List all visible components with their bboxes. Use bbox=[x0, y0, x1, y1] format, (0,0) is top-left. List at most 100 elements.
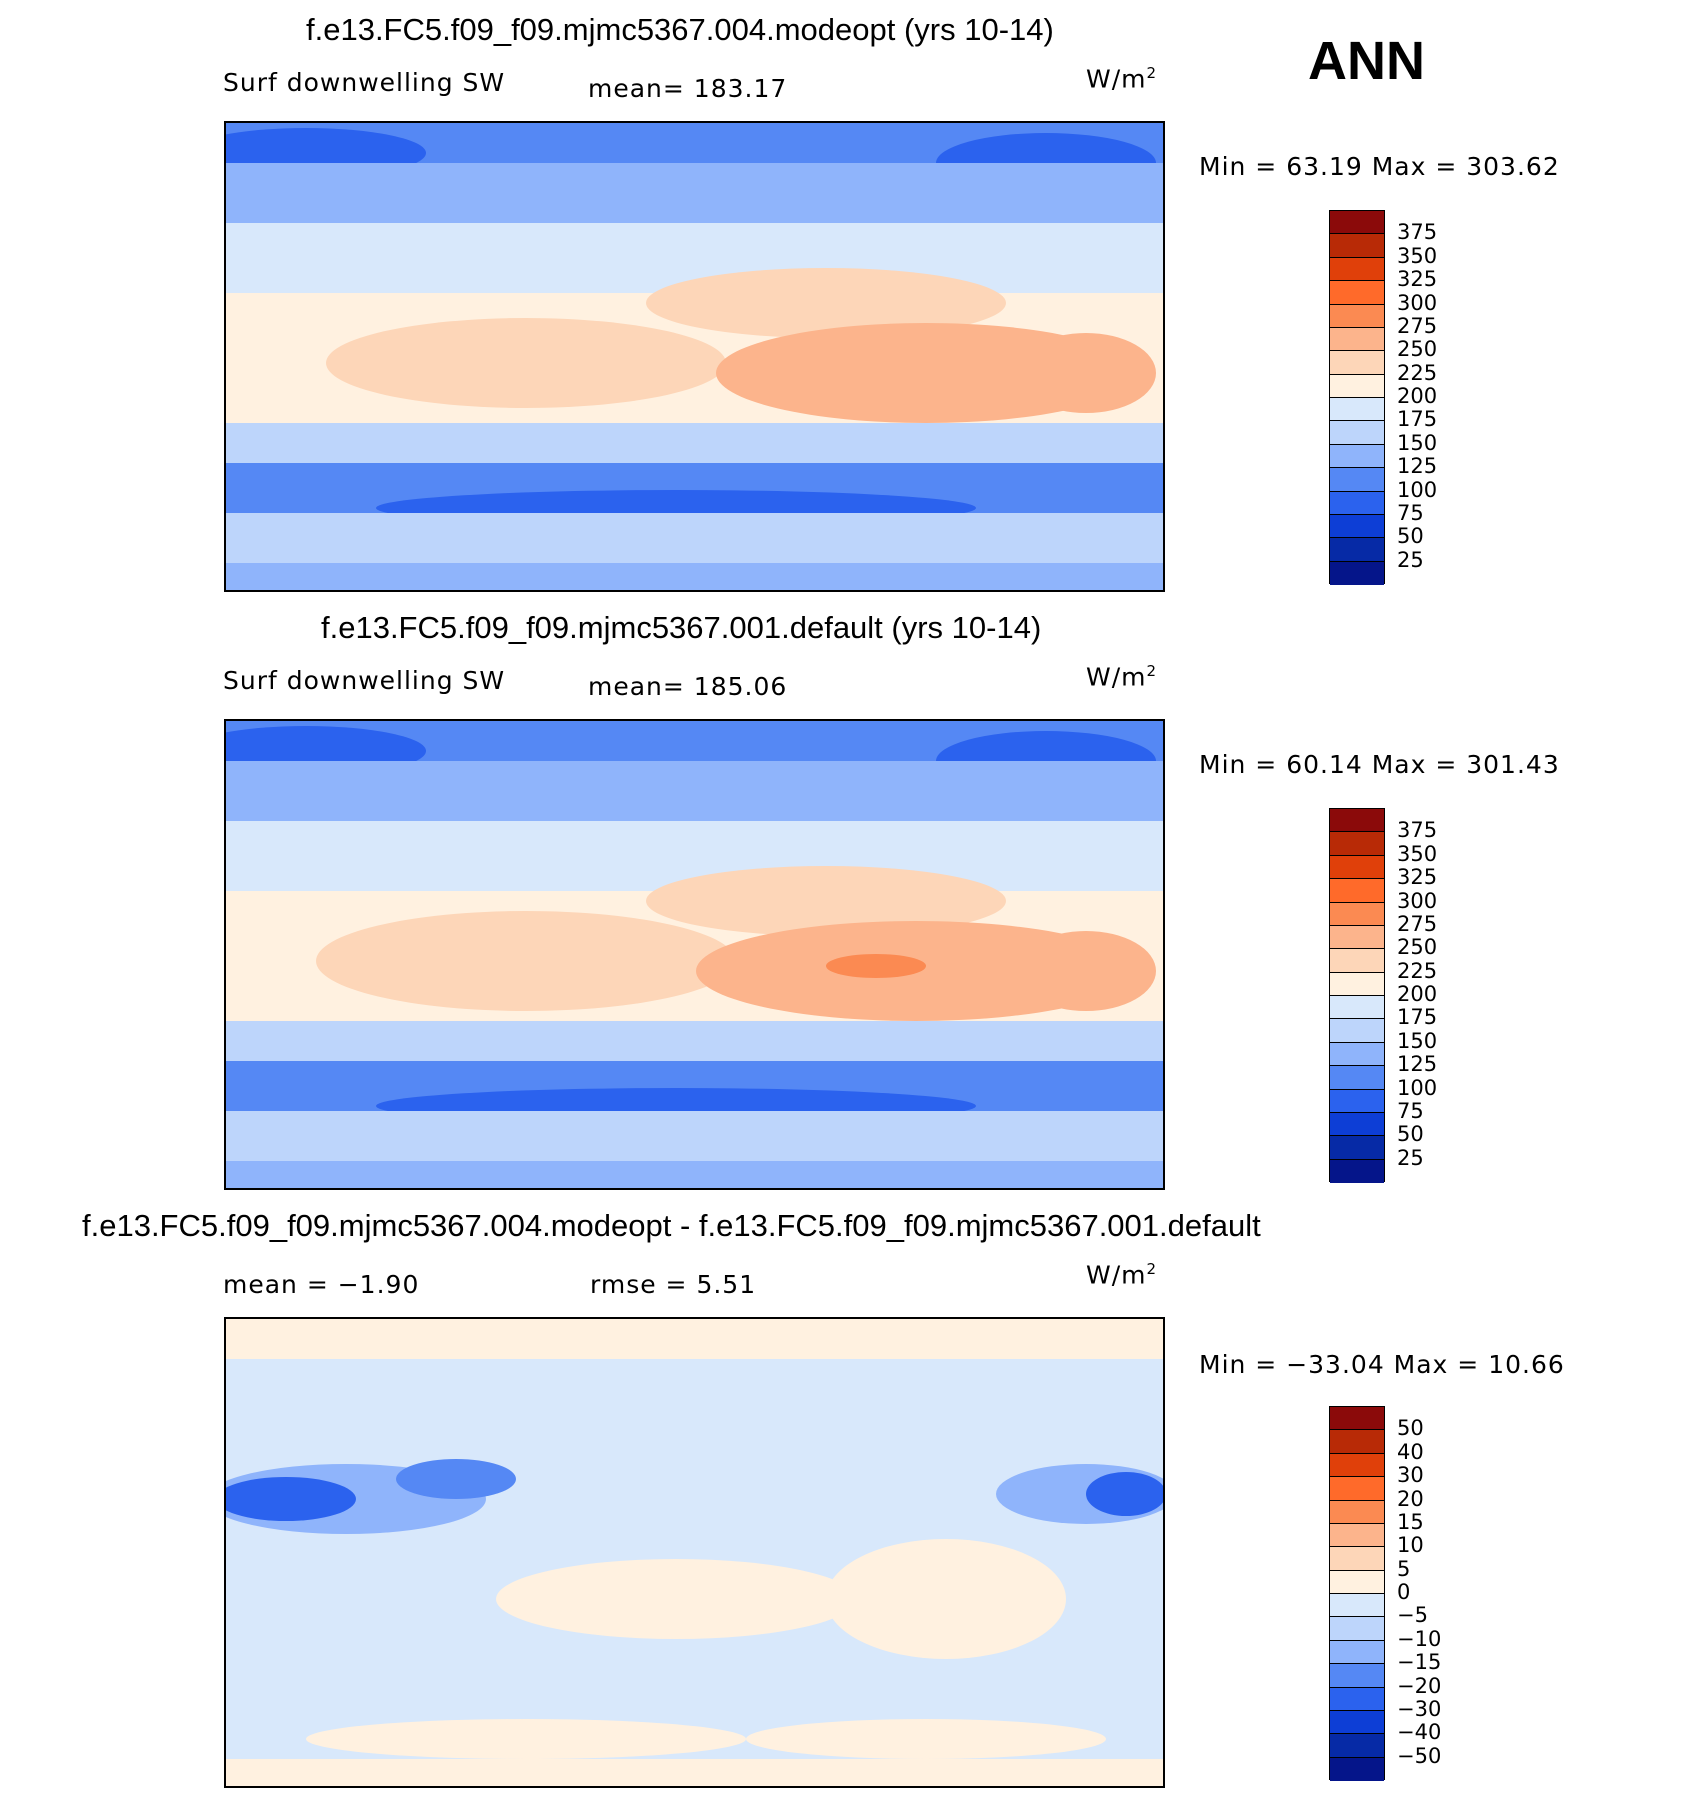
colorbar-segment bbox=[1330, 1430, 1384, 1454]
colorbar-tick-label: −20 bbox=[1397, 1673, 1442, 1698]
panel-2-units: W/m2 bbox=[1086, 662, 1158, 692]
colorbar-segment bbox=[1330, 1664, 1384, 1688]
colorbar-tick-label: 75 bbox=[1397, 1098, 1424, 1123]
panel-1-map bbox=[224, 121, 1165, 592]
colorbar-tick-label: 5 bbox=[1397, 1556, 1411, 1581]
colorbar-tick-label: 100 bbox=[1397, 1075, 1438, 1100]
colorbar-segment bbox=[1330, 1710, 1384, 1735]
colorbar-segment bbox=[1330, 1066, 1384, 1090]
colorbar-tick-label: −10 bbox=[1397, 1626, 1442, 1651]
colorbar-tick-label: 350 bbox=[1397, 243, 1438, 268]
colorbar-segment bbox=[1330, 925, 1384, 950]
panel-3-mean: mean = −1.90 bbox=[223, 1270, 420, 1299]
colorbar-segment bbox=[1330, 351, 1384, 375]
colorbar-segment bbox=[1330, 257, 1384, 282]
colorbar-segment bbox=[1330, 1019, 1384, 1043]
colorbar-segment bbox=[1330, 1570, 1384, 1594]
colorbar-tick-label: 0 bbox=[1397, 1580, 1411, 1604]
colorbar-tick-label: 50 bbox=[1397, 524, 1424, 549]
colorbar-tick-label: 250 bbox=[1397, 337, 1438, 362]
colorbar-tick-label: 225 bbox=[1397, 360, 1438, 385]
colorbar-segment bbox=[1330, 1687, 1384, 1711]
colorbar-segment bbox=[1330, 304, 1384, 328]
colorbar-tick-label: 275 bbox=[1397, 911, 1438, 936]
panel-1-colorbar-box bbox=[1329, 210, 1385, 585]
colorbar-segment bbox=[1330, 1159, 1384, 1183]
colorbar-segment bbox=[1330, 1594, 1384, 1618]
colorbar-segment bbox=[1330, 1453, 1384, 1478]
colorbar-segment bbox=[1330, 421, 1384, 445]
panel-1-units: W/m2 bbox=[1086, 64, 1158, 94]
colorbar-tick-label: −15 bbox=[1397, 1650, 1442, 1675]
panel-1-variable: Surf downwelling SW bbox=[223, 68, 506, 97]
colorbar-tick-label: 175 bbox=[1397, 407, 1438, 432]
panel-3-map-svg bbox=[226, 1319, 1163, 1786]
colorbar-tick-label: 25 bbox=[1397, 1145, 1424, 1170]
panel-2-mean: mean= 185.06 bbox=[588, 672, 788, 701]
colorbar-segment bbox=[1330, 514, 1384, 539]
colorbar-tick-label: 15 bbox=[1397, 1509, 1424, 1534]
colorbar-tick-label: 250 bbox=[1397, 935, 1438, 960]
colorbar-segment bbox=[1330, 398, 1384, 422]
colorbar-segment bbox=[1330, 1547, 1384, 1571]
panel-1-mean: mean= 183.17 bbox=[588, 74, 788, 103]
colorbar-segment bbox=[1330, 855, 1384, 880]
colorbar-segment bbox=[1330, 327, 1384, 352]
panel-2-title: f.e13.FC5.f09_f09.mjmc5367.001.default (… bbox=[321, 610, 1042, 645]
colorbar-segment bbox=[1330, 444, 1384, 469]
panel-3-units: W/m2 bbox=[1086, 1260, 1158, 1290]
colorbar-segment bbox=[1330, 902, 1384, 926]
colorbar-segment bbox=[1330, 561, 1384, 585]
panel-3-title: f.e13.FC5.f09_f09.mjmc5367.004.modeopt -… bbox=[82, 1208, 1261, 1243]
panel-2-minmax: Min = 60.14 Max = 301.43 bbox=[1199, 750, 1560, 779]
colorbar-tick-label: 175 bbox=[1397, 1005, 1438, 1030]
panel-2-colorbar-box bbox=[1329, 808, 1385, 1183]
colorbar-tick-label: 50 bbox=[1397, 1416, 1424, 1441]
colorbar-segment bbox=[1330, 211, 1384, 235]
colorbar-tick-label: 150 bbox=[1397, 1028, 1438, 1053]
colorbar-tick-label: 225 bbox=[1397, 958, 1438, 983]
panel-3-rmse: rmse = 5.51 bbox=[590, 1270, 757, 1299]
panel-2-variable: Surf downwelling SW bbox=[223, 666, 506, 695]
colorbar-segment bbox=[1330, 1757, 1384, 1781]
colorbar-tick-label: 10 bbox=[1397, 1533, 1424, 1558]
colorbar-segment bbox=[1330, 468, 1384, 492]
colorbar-tick-label: 375 bbox=[1397, 818, 1438, 843]
panel-1-map-svg bbox=[226, 123, 1163, 590]
colorbar-tick-label: 275 bbox=[1397, 313, 1438, 338]
panel-3-colorbar-box bbox=[1329, 1406, 1385, 1781]
panel-2-map bbox=[224, 719, 1165, 1190]
colorbar-segment bbox=[1330, 1640, 1384, 1665]
colorbar-segment bbox=[1330, 972, 1384, 996]
colorbar-segment bbox=[1330, 1136, 1384, 1160]
colorbar-tick-label: 150 bbox=[1397, 430, 1438, 455]
colorbar-tick-label: 25 bbox=[1397, 547, 1424, 572]
colorbar-tick-label: −40 bbox=[1397, 1720, 1442, 1745]
colorbar-tick-label: −50 bbox=[1397, 1743, 1442, 1768]
colorbar-segment bbox=[1330, 281, 1384, 305]
colorbar-tick-label: 30 bbox=[1397, 1463, 1424, 1488]
colorbar-tick-label: 325 bbox=[1397, 865, 1438, 890]
colorbar-tick-label: −30 bbox=[1397, 1696, 1442, 1721]
colorbar-segment bbox=[1330, 1042, 1384, 1067]
colorbar-tick-label: 125 bbox=[1397, 454, 1438, 479]
colorbar-tick-label: 300 bbox=[1397, 888, 1438, 913]
colorbar-segment bbox=[1330, 1407, 1384, 1431]
colorbar-tick-label: 40 bbox=[1397, 1439, 1424, 1464]
colorbar-tick-label: 125 bbox=[1397, 1052, 1438, 1077]
colorbar-tick-label: 350 bbox=[1397, 841, 1438, 866]
colorbar-segment bbox=[1330, 879, 1384, 903]
colorbar-segment bbox=[1330, 809, 1384, 833]
panel-1-minmax: Min = 63.19 Max = 303.62 bbox=[1199, 152, 1560, 181]
colorbar-segment bbox=[1330, 538, 1384, 562]
colorbar-tick-label: 200 bbox=[1397, 384, 1438, 408]
colorbar-tick-label: 375 bbox=[1397, 220, 1438, 245]
colorbar-tick-label: 100 bbox=[1397, 477, 1438, 502]
panel-3-minmax: Min = −33.04 Max = 10.66 bbox=[1199, 1350, 1565, 1379]
season-label: ANN bbox=[1308, 31, 1425, 91]
panel-3-map bbox=[224, 1317, 1165, 1788]
colorbar-segment bbox=[1330, 1523, 1384, 1548]
colorbar-tick-label: 50 bbox=[1397, 1122, 1424, 1147]
colorbar-segment bbox=[1330, 491, 1384, 515]
panel-2-map-svg bbox=[226, 721, 1163, 1188]
